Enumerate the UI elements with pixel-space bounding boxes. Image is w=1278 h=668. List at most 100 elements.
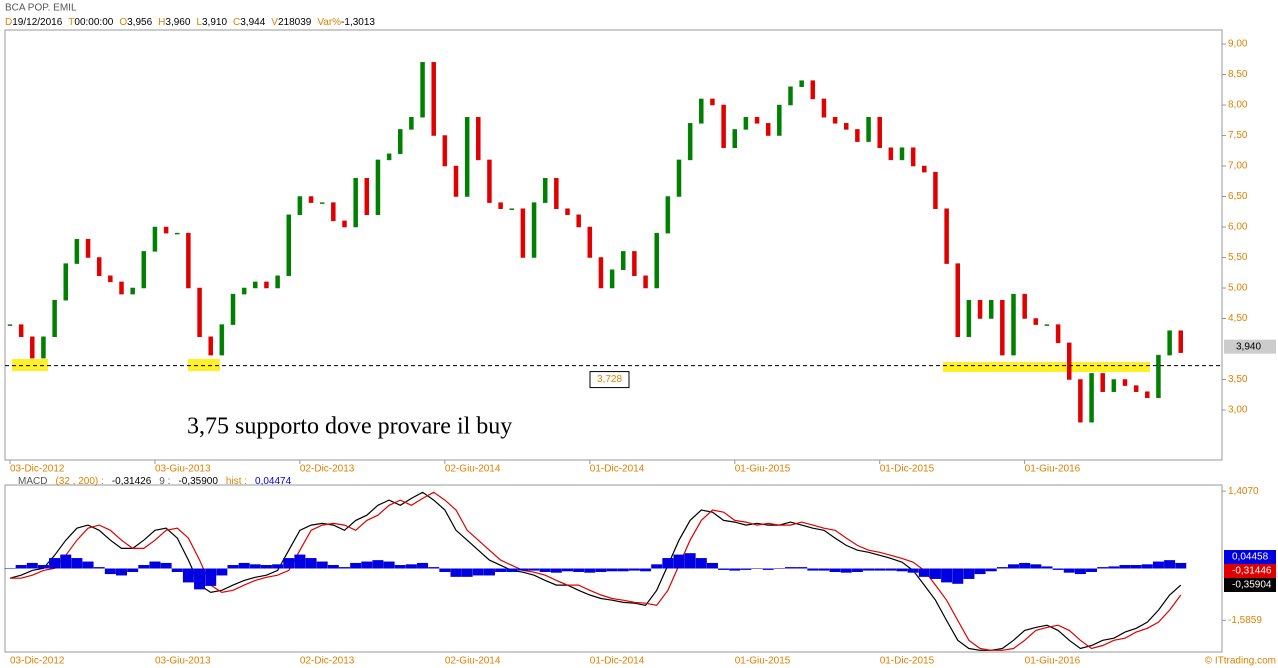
legend-item: 0,04474 — [255, 476, 292, 487]
footer: © ITtrading.com — [1205, 656, 1276, 667]
candle — [821, 98, 827, 118]
histogram-bar — [628, 568, 640, 571]
y-tick-label: 6,50 — [1228, 191, 1248, 202]
candle — [286, 214, 291, 277]
candle — [788, 86, 793, 106]
histogram-bar — [483, 568, 495, 576]
candle — [732, 129, 737, 148]
y-tick-label: 4,50 — [1228, 313, 1248, 324]
candle — [398, 129, 403, 155]
y-tick-label: 6,00 — [1228, 222, 1248, 233]
histogram-bar — [305, 558, 317, 569]
histogram-bar — [617, 568, 629, 572]
histogram-bar — [528, 568, 540, 571]
last-price-label: 3,940 — [1236, 341, 1261, 352]
histogram-bar — [439, 568, 451, 572]
candle — [375, 159, 381, 216]
candle — [632, 251, 637, 277]
candle — [186, 232, 191, 289]
field-key: H — [158, 17, 165, 28]
candle — [710, 98, 715, 106]
histogram-bar — [996, 567, 1008, 569]
field-key: C — [233, 17, 240, 28]
x-tick-label: 01-Dic-2014 — [590, 464, 645, 475]
y-tick-label: 8,00 — [1228, 100, 1248, 111]
histogram-bar — [417, 562, 429, 569]
candle — [197, 287, 202, 338]
field-value: 218039 — [278, 17, 312, 28]
candle — [1000, 299, 1005, 356]
readout-label: 0,04458 — [1232, 552, 1269, 563]
x-tick-label: 02-Giu-2014 — [445, 464, 501, 475]
candle — [1022, 293, 1027, 319]
candle — [944, 208, 949, 264]
histogram-bar — [1019, 562, 1031, 569]
field-key: V — [271, 17, 278, 28]
histogram-bar — [550, 568, 562, 573]
candle — [1033, 318, 1039, 325]
y-tick-label: 8,50 — [1228, 69, 1248, 80]
candle — [654, 232, 659, 289]
header-fields: D19/12/2016 T00:00:00 O3,956 H3,960 L3,910 C3… — [5, 17, 375, 28]
histogram-bar — [584, 568, 596, 573]
candle — [319, 202, 325, 204]
histogram-bar — [673, 554, 685, 569]
histogram-bar — [316, 561, 328, 569]
histogram-bar — [327, 565, 339, 569]
histogram-bar — [1119, 565, 1131, 569]
support-label: 3,728 — [597, 374, 622, 385]
x-tick-label: 02-Dic-2013 — [300, 656, 355, 667]
candle — [777, 104, 782, 136]
readout-box — [1224, 564, 1276, 578]
support-label-box — [589, 371, 630, 389]
x-tick-label: 02-Giu-2014 — [445, 656, 501, 667]
histogram-bar — [1141, 564, 1153, 569]
candle — [554, 177, 559, 209]
histogram-bar — [1175, 562, 1187, 569]
histogram-bar — [260, 565, 272, 569]
macd-legend: MACD (32 , 200) : -0,31426 9 : -0,35900 hist … — [18, 476, 292, 487]
candle — [1133, 385, 1139, 392]
candle — [910, 147, 916, 167]
last-price-box — [1224, 339, 1276, 354]
field-value: -1,3013 — [341, 17, 375, 28]
legend-item: -0,35900 — [178, 476, 218, 487]
candle — [85, 238, 91, 258]
candle — [765, 123, 771, 136]
histogram-bar — [93, 567, 105, 569]
candle — [665, 196, 671, 234]
candle — [676, 159, 682, 197]
histogram-bar — [149, 561, 161, 569]
candle — [108, 275, 113, 283]
histogram-bar — [205, 568, 217, 586]
candle — [353, 177, 358, 228]
candle — [509, 208, 514, 210]
histogram-bar — [751, 568, 763, 569]
histogram-bar — [37, 565, 49, 569]
legend-item: -0,31426 — [112, 476, 152, 487]
histogram-bar — [829, 568, 841, 572]
candle — [977, 299, 983, 319]
field-key: D — [5, 17, 12, 28]
candle — [1167, 330, 1172, 356]
legend-item: 9 : — [159, 476, 170, 487]
histogram-bar — [138, 565, 150, 569]
histogram-bar — [1041, 566, 1053, 569]
histogram-bar — [963, 568, 975, 579]
candle — [498, 202, 503, 209]
y-tick-label: 5,00 — [1228, 283, 1248, 294]
x-tick-label: 02-Dic-2013 — [300, 464, 355, 475]
field-key: Var% — [317, 17, 341, 28]
candle — [364, 177, 370, 216]
readout-label: -0,35904 — [1232, 580, 1272, 591]
candle — [442, 135, 448, 167]
candle — [1178, 330, 1183, 353]
candle — [208, 336, 213, 356]
histogram-bar — [127, 568, 139, 572]
candle — [899, 147, 905, 161]
histogram-bar — [807, 568, 819, 571]
support-zone — [12, 359, 48, 371]
histogram-bar — [718, 568, 730, 570]
candle — [7, 324, 13, 326]
